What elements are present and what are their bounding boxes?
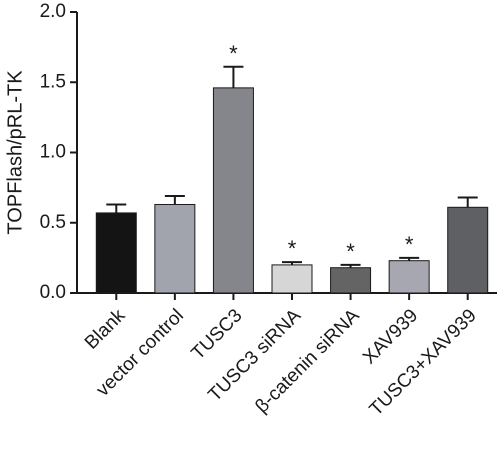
y-axis: 0.0 0.5 1.0 1.5 2.0 bbox=[40, 1, 78, 303]
bar bbox=[330, 267, 372, 294]
bar bbox=[388, 260, 430, 294]
x-axis bbox=[77, 292, 497, 300]
significance-star: * bbox=[405, 232, 414, 257]
significance-star: * bbox=[229, 41, 238, 66]
category-label: Blank bbox=[81, 305, 130, 354]
significance-markers: * * * * bbox=[229, 41, 414, 264]
y-axis-title: TOPFlash/pRL-TK bbox=[4, 70, 26, 235]
bar bbox=[95, 212, 137, 294]
category-label: TUSC3 bbox=[188, 305, 247, 364]
bar bbox=[212, 87, 254, 294]
y-tick-label: 0.5 bbox=[40, 212, 66, 233]
error-bars bbox=[106, 65, 478, 268]
bar bbox=[271, 264, 313, 294]
y-tick-label: 1.5 bbox=[40, 71, 66, 92]
bar bbox=[447, 206, 489, 294]
y-tick-label: 1.0 bbox=[40, 142, 66, 163]
category-label: TUSC3+XAV939 bbox=[366, 305, 481, 420]
bar bbox=[154, 203, 196, 294]
y-tick-label: 2.0 bbox=[40, 1, 66, 22]
y-tick-label: 0.0 bbox=[40, 282, 66, 303]
bars bbox=[95, 87, 489, 294]
significance-star: * bbox=[288, 236, 297, 261]
significance-star: * bbox=[346, 239, 355, 264]
category-label: β-catenin siRNA bbox=[251, 305, 363, 417]
